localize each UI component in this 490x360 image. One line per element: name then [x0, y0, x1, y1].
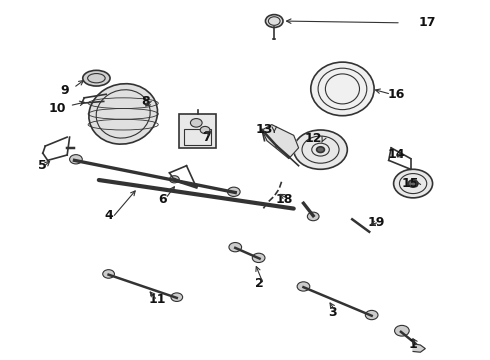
- Text: 4: 4: [104, 209, 113, 222]
- Text: 14: 14: [387, 148, 405, 162]
- Circle shape: [227, 187, 240, 197]
- Circle shape: [307, 212, 319, 221]
- Text: 8: 8: [141, 95, 149, 108]
- Circle shape: [317, 147, 324, 153]
- Circle shape: [294, 130, 347, 169]
- Text: 3: 3: [328, 306, 337, 319]
- Text: 5: 5: [38, 159, 47, 172]
- Text: 6: 6: [158, 193, 167, 206]
- Circle shape: [229, 243, 242, 252]
- Circle shape: [170, 176, 179, 183]
- Polygon shape: [413, 343, 425, 352]
- Bar: [184, 129, 211, 145]
- Text: 9: 9: [60, 84, 69, 97]
- Text: 13: 13: [256, 123, 273, 136]
- Text: 10: 10: [49, 102, 66, 115]
- Polygon shape: [262, 125, 298, 158]
- Text: 18: 18: [275, 193, 293, 206]
- Text: 2: 2: [255, 277, 264, 290]
- Circle shape: [394, 325, 409, 336]
- Circle shape: [191, 118, 202, 127]
- Text: 16: 16: [388, 88, 405, 101]
- Circle shape: [266, 15, 283, 27]
- Ellipse shape: [311, 62, 374, 116]
- Circle shape: [70, 155, 82, 164]
- Circle shape: [252, 253, 265, 262]
- Text: 1: 1: [409, 338, 417, 351]
- Circle shape: [297, 282, 310, 291]
- Circle shape: [103, 270, 115, 278]
- Text: 19: 19: [368, 216, 385, 229]
- Circle shape: [366, 310, 378, 320]
- Bar: [179, 114, 216, 148]
- Text: 15: 15: [402, 177, 419, 190]
- Text: 12: 12: [304, 132, 322, 145]
- Circle shape: [171, 293, 183, 301]
- Text: 7: 7: [202, 131, 210, 144]
- Text: 17: 17: [419, 16, 437, 29]
- Ellipse shape: [89, 84, 158, 144]
- Circle shape: [200, 126, 210, 134]
- Circle shape: [393, 169, 433, 198]
- Circle shape: [408, 180, 418, 187]
- Ellipse shape: [83, 70, 110, 86]
- Text: 11: 11: [148, 293, 166, 306]
